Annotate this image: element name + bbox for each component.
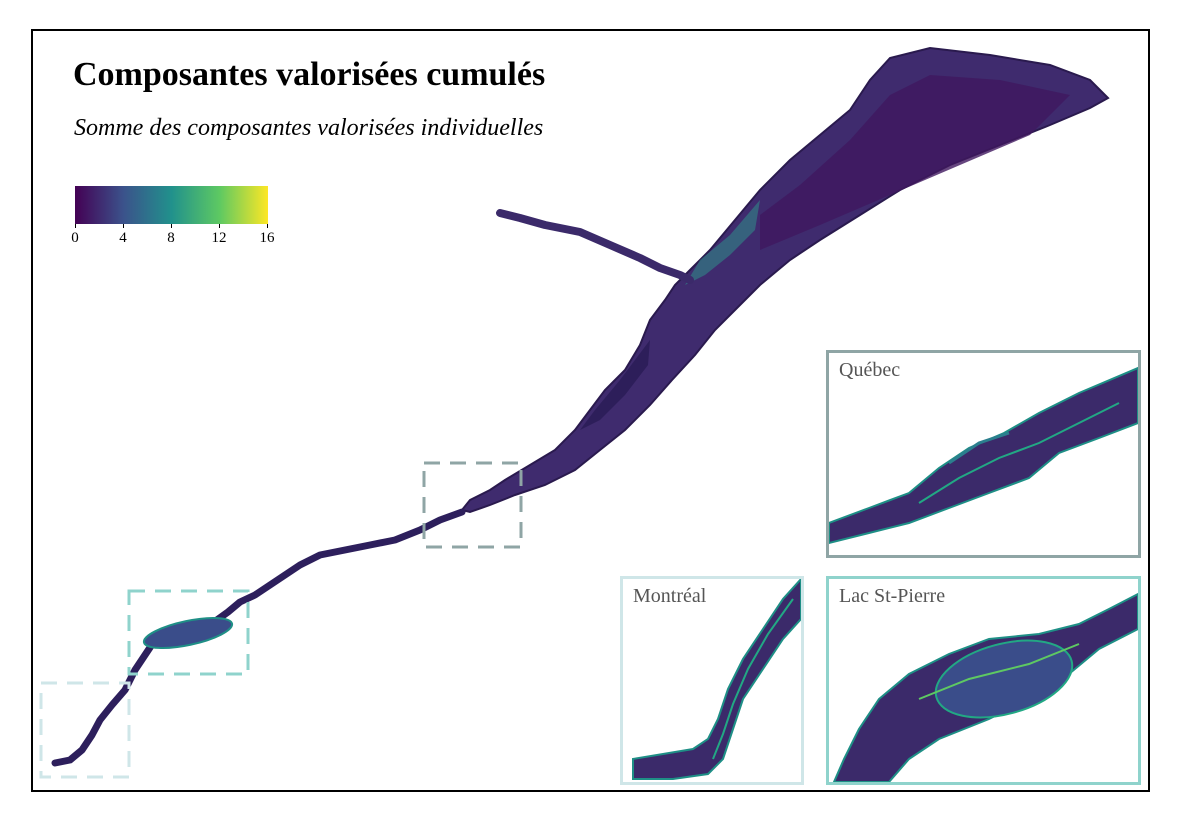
estuary-inner-zone — [760, 75, 1070, 250]
estuary-highlight — [685, 200, 760, 285]
inset-lac-map — [832, 592, 1138, 782]
legend-tick-8: 8 — [167, 230, 175, 246]
inset-lac-label: Lac St-Pierre — [839, 585, 946, 607]
legend-tick-mark — [267, 224, 268, 228]
quebec-extent-box — [422, 461, 523, 549]
river-map — [39, 46, 1110, 779]
river-channel — [51, 508, 466, 767]
inset-montreal: Montréal — [620, 576, 804, 785]
map-subtitle: Somme des composantes valorisées individ… — [74, 115, 544, 141]
legend-tick-mark — [219, 224, 220, 228]
legend-tick-mark — [171, 224, 172, 228]
legend-tick-4: 4 — [119, 230, 127, 246]
lac-st-pierre-shape — [142, 616, 234, 650]
legend-tick-16: 16 — [259, 230, 275, 246]
montreal-extent-box — [39, 681, 131, 779]
inset-quebec-label: Québec — [839, 359, 901, 381]
legend-tick-12: 12 — [211, 230, 227, 246]
map-title: Composantes valorisées cumulés — [73, 56, 546, 93]
color-legend: 0 4 8 12 16 — [60, 182, 290, 252]
legend-color-bar — [75, 186, 268, 224]
inset-lac-st-pierre: Lac St-Pierre — [826, 576, 1141, 785]
inset-quebec: Québec — [826, 350, 1141, 558]
legend-tick-0: 0 — [71, 230, 79, 246]
lac-st-pierre-extent-box — [127, 589, 250, 676]
estuary-mid-zone — [580, 340, 650, 430]
inset-montreal-label: Montréal — [633, 585, 707, 607]
inset-quebec-map — [829, 366, 1138, 545]
tributary-channel — [496, 209, 694, 284]
legend-tick-mark — [123, 224, 124, 228]
inset-montreal-map — [632, 579, 801, 780]
legend-tick-mark — [75, 224, 76, 228]
